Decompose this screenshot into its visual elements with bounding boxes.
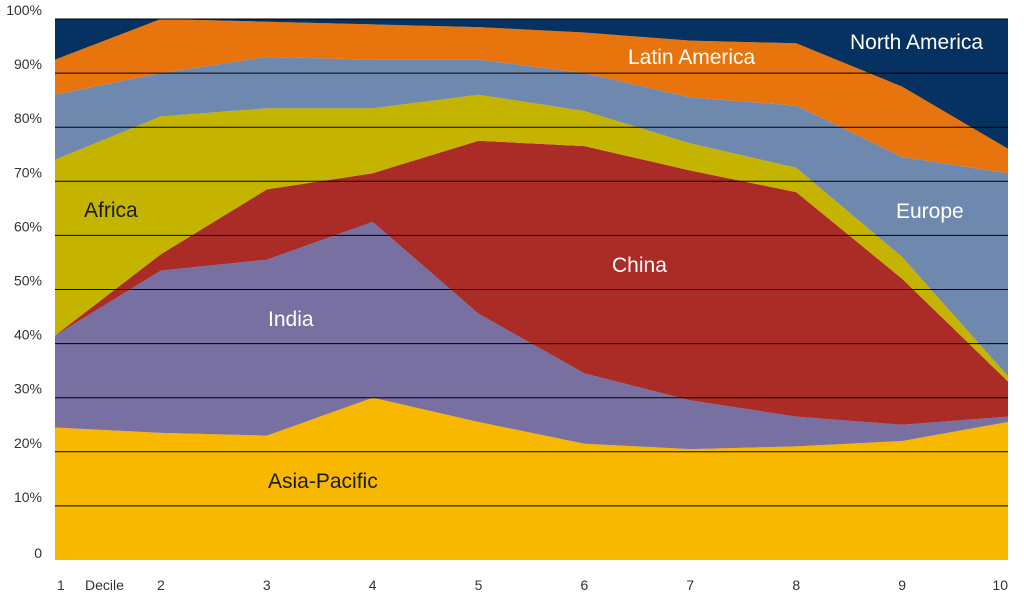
series-label-asia-pacific: Asia-Pacific: [268, 470, 378, 493]
x-axis-label: Decile: [85, 577, 124, 593]
area-latin-america: [55, 19, 1008, 174]
series-label-latin-america: Latin America: [628, 46, 756, 69]
x-tick-label: 7: [686, 577, 694, 593]
y-tick-label: 10%: [14, 489, 42, 505]
area-india: [55, 221, 1008, 450]
series-labels: Asia-Pacific India China Africa Europe Latin …: [84, 31, 983, 493]
area-africa: [55, 94, 1008, 382]
y-tick-label: 80%: [14, 110, 42, 126]
x-tick-label: 9: [898, 577, 906, 593]
series-label-north-america: North America: [850, 31, 983, 54]
series-label-africa: Africa: [84, 199, 138, 222]
x-tick-label: 3: [263, 577, 271, 593]
y-tick-label: 50%: [14, 273, 42, 289]
gridline-layer: [55, 18, 1008, 507]
y-tick-labels: 0 10% 20% 30% 40% 50% 60% 70% 80% 90% 100%: [6, 2, 42, 561]
y-tick-label: 70%: [14, 164, 42, 180]
x-tick-label: 6: [581, 577, 589, 593]
x-tick-label: 4: [369, 577, 377, 593]
y-tick-label: 20%: [14, 435, 42, 451]
area-layer: [55, 19, 1008, 560]
x-tick-labels: 1 2 3 4 5 6 7 8 9 10: [57, 577, 1008, 593]
area-asia-pacific: [55, 397, 1008, 560]
series-label-china: China: [612, 254, 667, 277]
y-tick-label: 40%: [14, 327, 42, 343]
area-europe: [55, 56, 1008, 377]
area-north-america: [55, 19, 1008, 149]
y-tick-label: 60%: [14, 218, 42, 234]
x-tick-label: 2: [157, 577, 165, 593]
area-china: [55, 140, 1008, 425]
y-tick-label: 90%: [14, 56, 42, 72]
series-label-europe: Europe: [896, 200, 964, 223]
y-tick-label: 0: [34, 545, 42, 561]
x-tick-label: 8: [792, 577, 800, 593]
x-tick-label: 10: [992, 577, 1008, 593]
y-tick-label: 30%: [14, 381, 42, 397]
series-label-india: India: [268, 308, 314, 331]
y-tick-label: 100%: [6, 2, 42, 18]
x-tick-label: 1: [57, 577, 65, 593]
x-tick-label: 5: [475, 577, 483, 593]
